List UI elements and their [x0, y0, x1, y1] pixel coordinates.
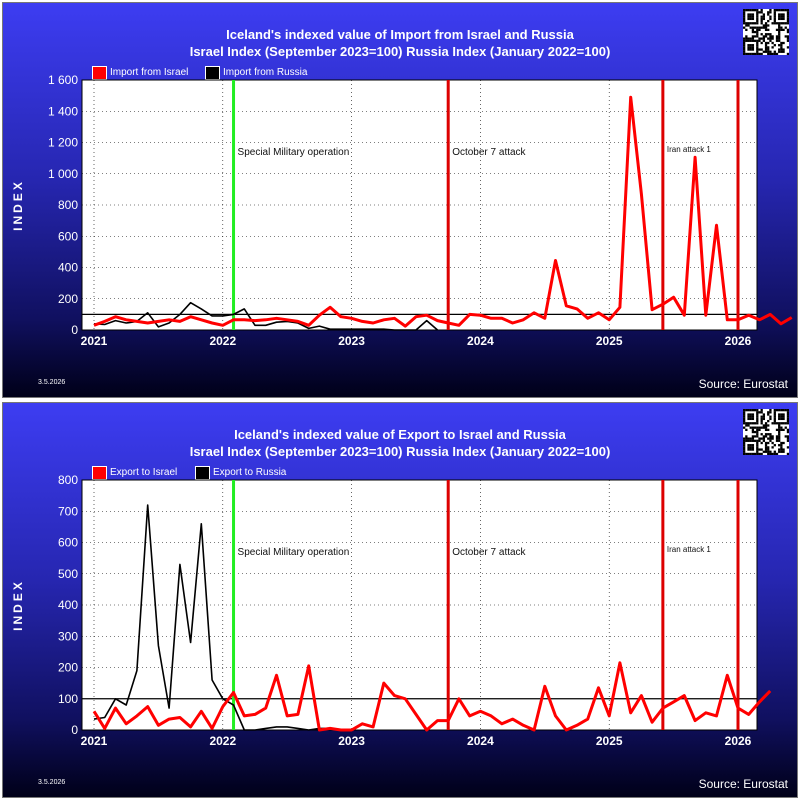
y-tick-label: 0 [71, 723, 78, 737]
x-tick-label: 2025 [596, 734, 623, 748]
y-tick-label: 1 000 [48, 167, 78, 181]
y-tick-label: 500 [58, 567, 78, 581]
y-tick-label: 400 [58, 261, 78, 275]
y-tick-label: 600 [58, 229, 78, 243]
y-tick-label: 1 400 [48, 104, 78, 118]
y-tick-label: 800 [58, 198, 78, 212]
x-tick-label: 2023 [338, 734, 365, 748]
export-chart-title: Iceland's indexed value of Export to Isr… [234, 427, 566, 442]
event-label: Special Military operation [238, 547, 350, 558]
import-plot: 0 200 400 600 800 1 000 1 200 1 400 1 600 2021 202… [48, 73, 793, 348]
x-tick-label: 2021 [81, 334, 108, 348]
y-tick-label: 100 [58, 692, 78, 706]
import-chart-subtitle: Israel Index (September 2023=100) Russia… [189, 44, 611, 59]
x-tick-label: 2021 [81, 734, 108, 748]
x-tick-label: 2023 [338, 334, 365, 348]
series-line-russia [93, 301, 439, 331]
y-tick-label: 1 200 [48, 136, 78, 150]
x-tick-label: 2026 [725, 734, 752, 748]
plot-area [81, 479, 758, 731]
series-line-israel [93, 95, 793, 328]
qr-code-icon [743, 409, 790, 456]
event-label: October 7 attack [452, 147, 526, 158]
x-tick-label: 2026 [725, 334, 752, 348]
export-plot: 0 100 200 300 400 500 600 700 800 2021 2022 2023 202… [58, 473, 772, 748]
y-tick-label: 0 [71, 323, 78, 337]
y-tick-label: 1 600 [48, 73, 78, 87]
import-source-label: Source: Eurostat [698, 377, 788, 391]
y-tick-label: 200 [58, 661, 78, 675]
export-chart-subtitle: Israel Index (September 2023=100) Russia… [189, 444, 611, 459]
x-tick-label: 2025 [596, 334, 623, 348]
event-label: Iran attack 1 [667, 145, 712, 154]
qr-code-icon [743, 9, 790, 56]
event-label: Iran attack 1 [667, 545, 712, 554]
legend-label-export-russia: Export to Russia [213, 467, 287, 478]
event-label: October 7 attack [452, 547, 526, 558]
x-tick-label: 2022 [209, 334, 236, 348]
x-tick-label: 2024 [467, 334, 494, 348]
y-tick-label: 800 [58, 473, 78, 487]
legend-label-import-israel: Import from Israel [110, 67, 189, 78]
export-chart-panel: Iceland's indexed value of Export to Isr… [0, 400, 800, 800]
series-line-israel [92, 661, 772, 732]
import-date-stamp: 3.5.2026 [38, 379, 66, 386]
y-tick-label: 700 [58, 504, 78, 518]
legend-label-import-russia: Import from Russia [223, 67, 308, 78]
x-tick-label: 2022 [209, 734, 236, 748]
x-tick-label: 2024 [467, 734, 494, 748]
import-chart-panel: Iceland's indexed value of Import from I… [2, 2, 798, 398]
legend-label-export-israel: Export to Israel [110, 467, 178, 478]
export-date-stamp: 3.5.2026 [38, 779, 66, 786]
plot-area [81, 79, 758, 331]
y-tick-label: 200 [58, 292, 78, 306]
export-source-label: Source: Eurostat [698, 777, 788, 791]
event-label: Special Military operation [238, 147, 350, 158]
series-line-russia [93, 504, 352, 731]
import-chart-title: Iceland's indexed value of Import from I… [226, 27, 574, 42]
y-tick-label: 400 [58, 598, 78, 612]
y-tick-label: 600 [58, 536, 78, 550]
y-tick-label: 300 [58, 629, 78, 643]
